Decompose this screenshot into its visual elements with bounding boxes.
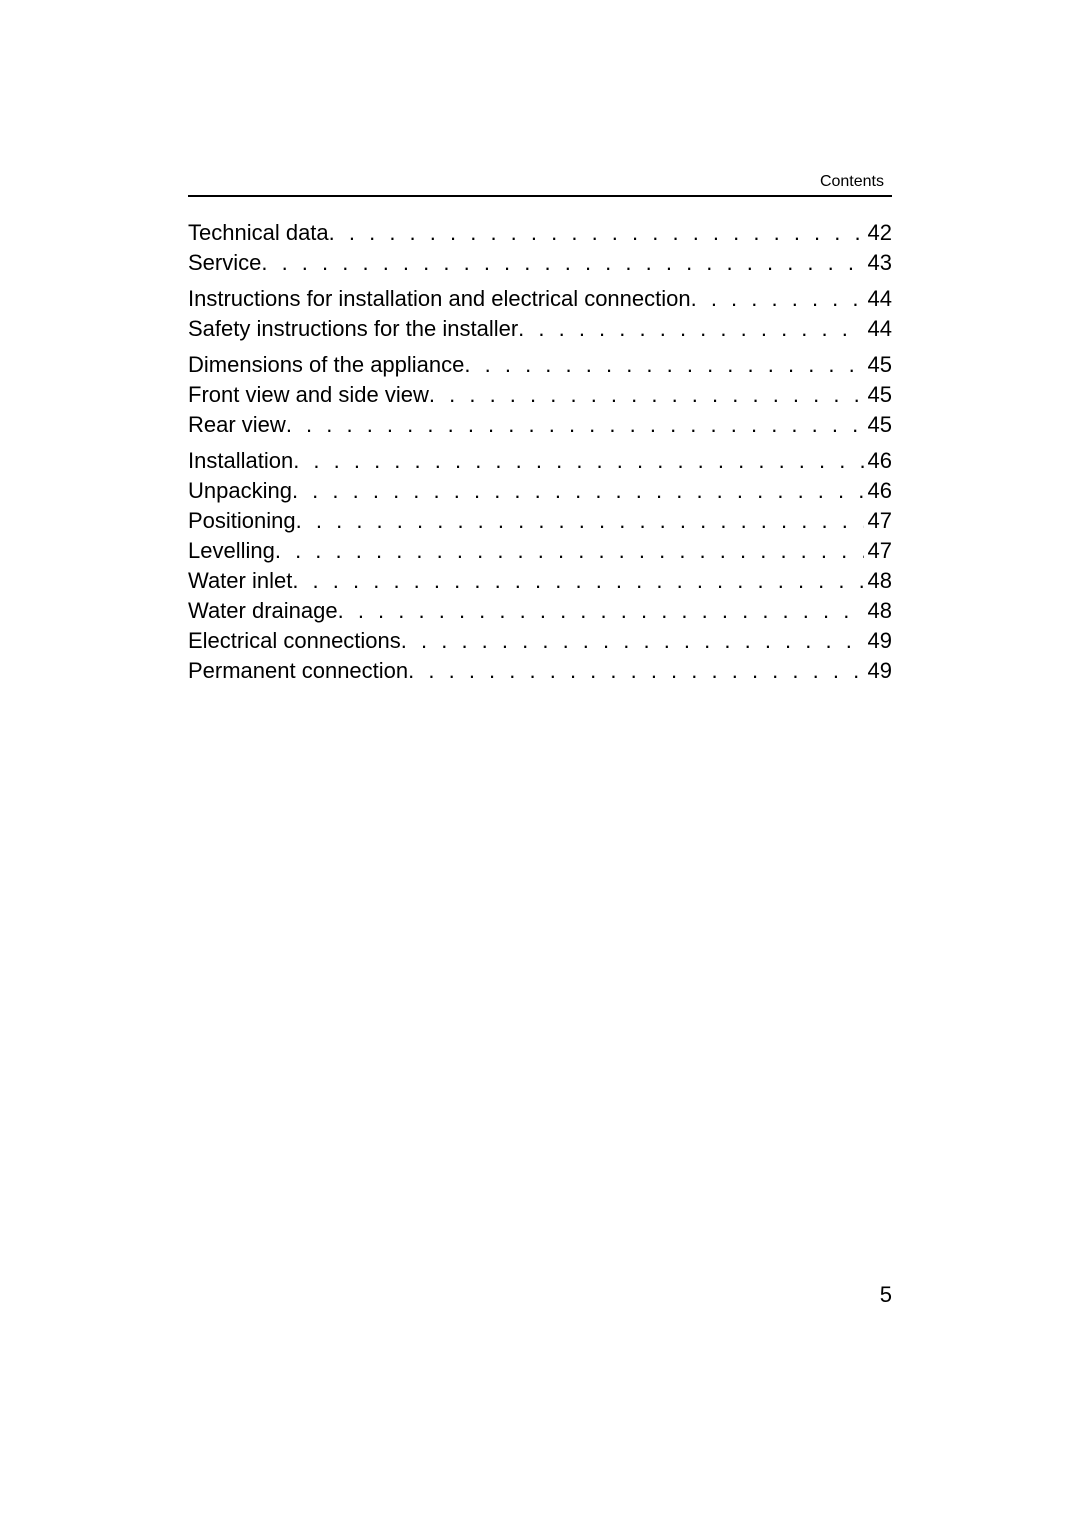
toc-row: Electrical connections. . . . . . . . . …: [188, 626, 892, 656]
toc-title: Positioning: [188, 506, 296, 536]
toc-leader-dots: . . . . . . . . . . . . . . . . . . . . …: [275, 536, 864, 566]
toc-row: Positioning. . . . . . . . . . . . . . .…: [188, 506, 892, 536]
toc-page: 48: [864, 596, 892, 626]
toc-title: Levelling: [188, 536, 275, 566]
toc-title: Water drainage: [188, 596, 338, 626]
toc-title: Electrical connections: [188, 626, 401, 656]
toc-row: Service. . . . . . . . . . . . . . . . .…: [188, 248, 892, 278]
toc-row: Water drainage. . . . . . . . . . . . . …: [188, 596, 892, 626]
toc-page: 44: [864, 314, 892, 344]
toc-leader-dots: . . . . . . . . . . . . . . . . . . . . …: [292, 566, 863, 596]
toc-row: Dimensions of the appliance. . . . . . .…: [188, 350, 892, 380]
toc-title: Dimensions of the appliance: [188, 350, 464, 380]
toc-page: 46: [864, 476, 892, 506]
toc-row: Safety instructions for the installer. .…: [188, 314, 892, 344]
toc-title: Permanent connection: [188, 656, 408, 686]
toc-row: Rear view. . . . . . . . . . . . . . . .…: [188, 410, 892, 440]
toc-page: 45: [864, 380, 892, 410]
page-number: 5: [880, 1282, 892, 1308]
toc-list: Technical data. . . . . . . . . . . . . …: [188, 218, 892, 686]
document-page: Contents Technical data. . . . . . . . .…: [0, 0, 1080, 1528]
toc-leader-dots: . . . . . . . . . . . . . . . . . . . . …: [296, 506, 864, 536]
toc-row: Water inlet. . . . . . . . . . . . . . .…: [188, 566, 892, 596]
toc-row: Levelling. . . . . . . . . . . . . . . .…: [188, 536, 892, 566]
toc-page: 47: [864, 506, 892, 536]
toc-title: Installation: [188, 446, 293, 476]
toc-leader-dots: . . . . . . . . . . . . . . . . . . . . …: [464, 350, 863, 380]
header-rule: [188, 195, 892, 197]
toc-title: Unpacking: [188, 476, 292, 506]
toc-title: Rear view: [188, 410, 286, 440]
toc-row: Installation. . . . . . . . . . . . . . …: [188, 446, 892, 476]
toc-row: Instructions for installation and electr…: [188, 284, 892, 314]
toc-leader-dots: . . . . . . . . . . . . . . . . . . . . …: [338, 596, 864, 626]
toc-page: 49: [864, 626, 892, 656]
toc-page: 48: [864, 566, 892, 596]
toc-page: 45: [864, 410, 892, 440]
toc-leader-dots: . . . . . . . . . . . . . . . . . . . . …: [408, 656, 863, 686]
toc-page: 49: [864, 656, 892, 686]
toc-page: 43: [864, 248, 892, 278]
toc-page: 42: [864, 218, 892, 248]
toc-title: Front view and side view: [188, 380, 429, 410]
toc-page: 47: [864, 536, 892, 566]
toc-page: 44: [864, 284, 892, 314]
toc-title: Service: [188, 248, 261, 278]
toc-leader-dots: . . . . . . . . . . . . . . . . . . . . …: [401, 626, 864, 656]
toc-row: Front view and side view. . . . . . . . …: [188, 380, 892, 410]
toc-title: Technical data: [188, 218, 329, 248]
toc-leader-dots: . . . . . . . . . . . . . . . . . . . . …: [261, 248, 863, 278]
toc-leader-dots: . . . . . . . . . . . . . . . . . . . . …: [518, 314, 863, 344]
toc-leader-dots: . . . . . . . . . . . . . . . . . . . . …: [293, 446, 863, 476]
toc-leader-dots: . . . . . . . . . . . . . . . . . . . . …: [292, 476, 864, 506]
toc-row: Permanent connection. . . . . . . . . . …: [188, 656, 892, 686]
header-label: Contents: [820, 173, 884, 191]
toc-page: 45: [864, 350, 892, 380]
toc-title: Instructions for installation and electr…: [188, 284, 691, 314]
toc-row: Technical data. . . . . . . . . . . . . …: [188, 218, 892, 248]
toc-leader-dots: . . . . . . . . . . . . . . . . . . . . …: [429, 380, 864, 410]
toc-title: Water inlet: [188, 566, 292, 596]
toc-title: Safety instructions for the installer: [188, 314, 518, 344]
toc-leader-dots: . . . . . . . . . . . . . . . . . . . . …: [691, 284, 864, 314]
toc-leader-dots: . . . . . . . . . . . . . . . . . . . . …: [286, 410, 864, 440]
toc-row: Unpacking. . . . . . . . . . . . . . . .…: [188, 476, 892, 506]
toc-page: 46: [864, 446, 892, 476]
toc-leader-dots: . . . . . . . . . . . . . . . . . . . . …: [329, 218, 864, 248]
